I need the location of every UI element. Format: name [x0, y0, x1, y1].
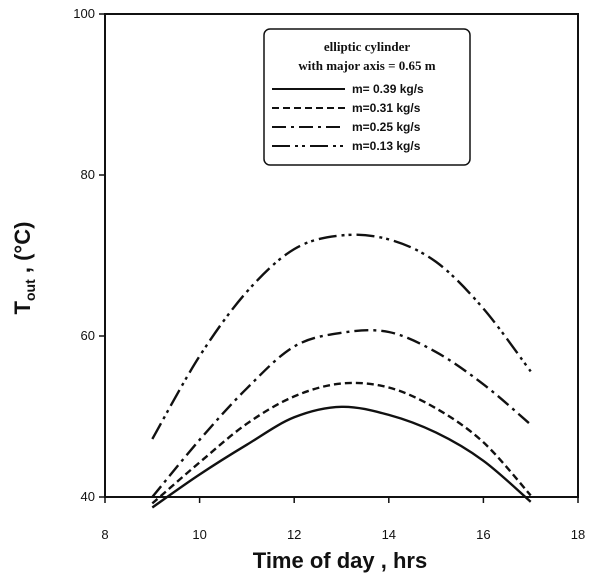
x-tick-label: 8 [101, 527, 108, 542]
series-line-4 [151, 233, 532, 440]
y-tick-label: 100 [73, 6, 95, 21]
x-tick-label: 16 [476, 527, 490, 542]
legend-label-2: m=0.31 kg/s [352, 101, 421, 115]
series-line-1 [151, 405, 532, 509]
legend-label-4: m=0.13 kg/s [352, 139, 421, 153]
series-line-2 [151, 381, 532, 505]
series-line-3 [151, 329, 532, 498]
legend-label-1: m= 0.39 kg/s [352, 82, 424, 96]
x-tick-label: 14 [382, 527, 396, 542]
legend: elliptic cylinder with major axis = 0.65… [263, 28, 471, 166]
plot-frame [104, 13, 579, 498]
series-group [151, 233, 532, 509]
plot-area-border [104, 13, 579, 498]
y-axis-title: Tout , (°C) [10, 222, 38, 315]
legend-title-line-2: with major axis = 0.65 m [298, 58, 435, 73]
x-tick-label: 12 [287, 527, 301, 542]
x-axis: 8 10 12 14 16 18 [101, 497, 585, 542]
legend-box [263, 28, 471, 166]
x-axis-title: Time of day , hrs [253, 548, 427, 573]
legend-label-3: m=0.25 kg/s [352, 120, 421, 134]
y-tick-label: 40 [81, 489, 95, 504]
y-axis-title-subscript: out [22, 279, 38, 301]
legend-entries: m= 0.39 kg/s m=0.31 kg/s m=0.25 kg/s m=0.13… [272, 82, 424, 153]
y-tick-label: 60 [81, 328, 95, 343]
y-tick-label: 80 [81, 167, 95, 182]
x-tick-label: 18 [571, 527, 585, 542]
x-tick-label: 10 [192, 527, 206, 542]
y-axis-title-rest: , (°C) [10, 222, 35, 280]
y-axis: 40 60 80 100 [73, 6, 105, 504]
y-axis-title-main: T [10, 300, 35, 314]
legend-title-line-1: elliptic cylinder [324, 39, 411, 54]
